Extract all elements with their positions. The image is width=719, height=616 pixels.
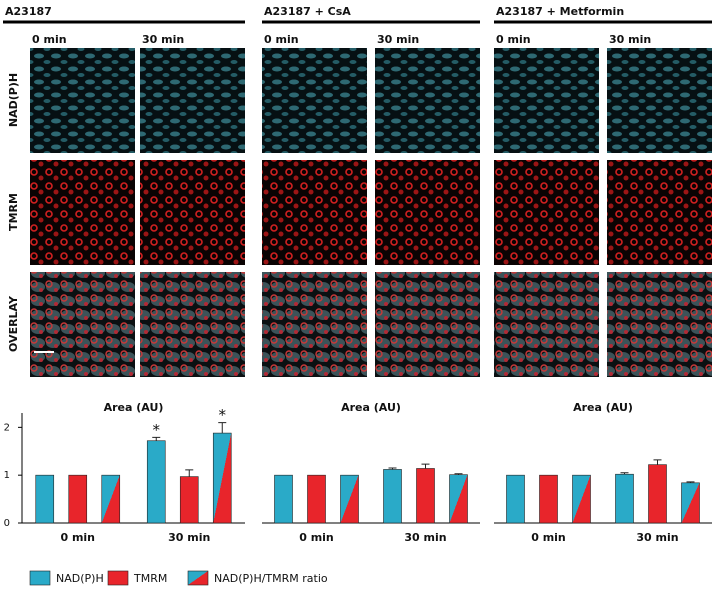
bar — [340, 474, 359, 524]
error-bar — [454, 473, 463, 475]
bar — [307, 474, 326, 524]
micrograph — [30, 272, 135, 377]
x-tick-label: 30 min — [636, 531, 678, 544]
legend-label: NAD(P)H — [56, 572, 104, 585]
chart-title: Area (AU) — [104, 401, 164, 414]
y-tick-label: 0 — [4, 518, 10, 529]
bar — [35, 474, 55, 524]
error-bar — [686, 481, 695, 483]
row-label: OVERLAY — [7, 295, 20, 352]
legend-label: NAD(P)H/TMRM ratio — [214, 572, 328, 585]
legend-swatch — [187, 570, 209, 586]
micrograph — [30, 48, 135, 153]
legend-label: TMRM — [133, 572, 167, 585]
micrograph — [30, 160, 135, 265]
error-bar — [185, 469, 194, 477]
error-bar — [421, 463, 430, 469]
time-label: 30 min — [609, 33, 651, 46]
bar — [539, 474, 558, 524]
micrograph — [494, 272, 599, 377]
group-title: A23187 — [5, 5, 52, 18]
time-label: 30 min — [377, 33, 419, 46]
row-label: TMRM — [7, 193, 20, 231]
bar — [506, 474, 525, 524]
x-tick-label: 0 min — [299, 531, 334, 544]
y-tick-label: 1 — [4, 470, 10, 481]
micrograph — [607, 272, 712, 377]
error-bar — [620, 472, 629, 475]
bar — [146, 440, 166, 524]
bar — [572, 474, 591, 524]
bar — [179, 476, 199, 524]
bar — [68, 474, 88, 524]
micrograph — [375, 160, 480, 265]
time-label: 0 min — [32, 33, 67, 46]
x-tick-label: 0 min — [531, 531, 566, 544]
micrograph — [140, 272, 245, 377]
micrograph — [494, 160, 599, 265]
time-label: 0 min — [264, 33, 299, 46]
micrograph — [375, 272, 480, 377]
significance: * — [153, 421, 161, 439]
legend-swatch — [107, 570, 129, 586]
chart-title: Area (AU) — [573, 401, 633, 414]
micrograph — [262, 160, 367, 265]
micrograph — [607, 160, 712, 265]
bar — [449, 474, 468, 524]
micrograph — [375, 48, 480, 153]
bar — [681, 482, 700, 524]
bar — [101, 474, 121, 524]
bar — [274, 474, 293, 524]
x-tick-label: 30 min — [168, 531, 210, 544]
bar — [648, 464, 667, 524]
micrograph — [607, 48, 712, 153]
error-bar — [218, 422, 227, 434]
bar — [416, 468, 435, 524]
micrograph — [262, 48, 367, 153]
error-bar — [152, 436, 161, 441]
x-tick-label: 30 min — [404, 531, 446, 544]
bar — [615, 473, 634, 524]
significance: * — [219, 406, 227, 424]
error-bar — [653, 459, 662, 465]
y-tick-label: 2 — [4, 422, 10, 433]
micrograph — [494, 48, 599, 153]
micrograph — [140, 160, 245, 265]
row-label: NAD(P)H — [7, 73, 20, 127]
error-bar — [388, 467, 397, 470]
chart-title: Area (AU) — [341, 401, 401, 414]
bar — [383, 469, 402, 524]
group-title: A23187 + Metformin — [496, 5, 624, 18]
time-label: 0 min — [496, 33, 531, 46]
micrograph — [262, 272, 367, 377]
micrograph — [140, 48, 245, 153]
legend-swatch — [29, 570, 51, 586]
bar — [212, 432, 232, 524]
x-tick-label: 0 min — [60, 531, 95, 544]
time-label: 30 min — [142, 33, 184, 46]
group-title: A23187 + CsA — [264, 5, 351, 18]
